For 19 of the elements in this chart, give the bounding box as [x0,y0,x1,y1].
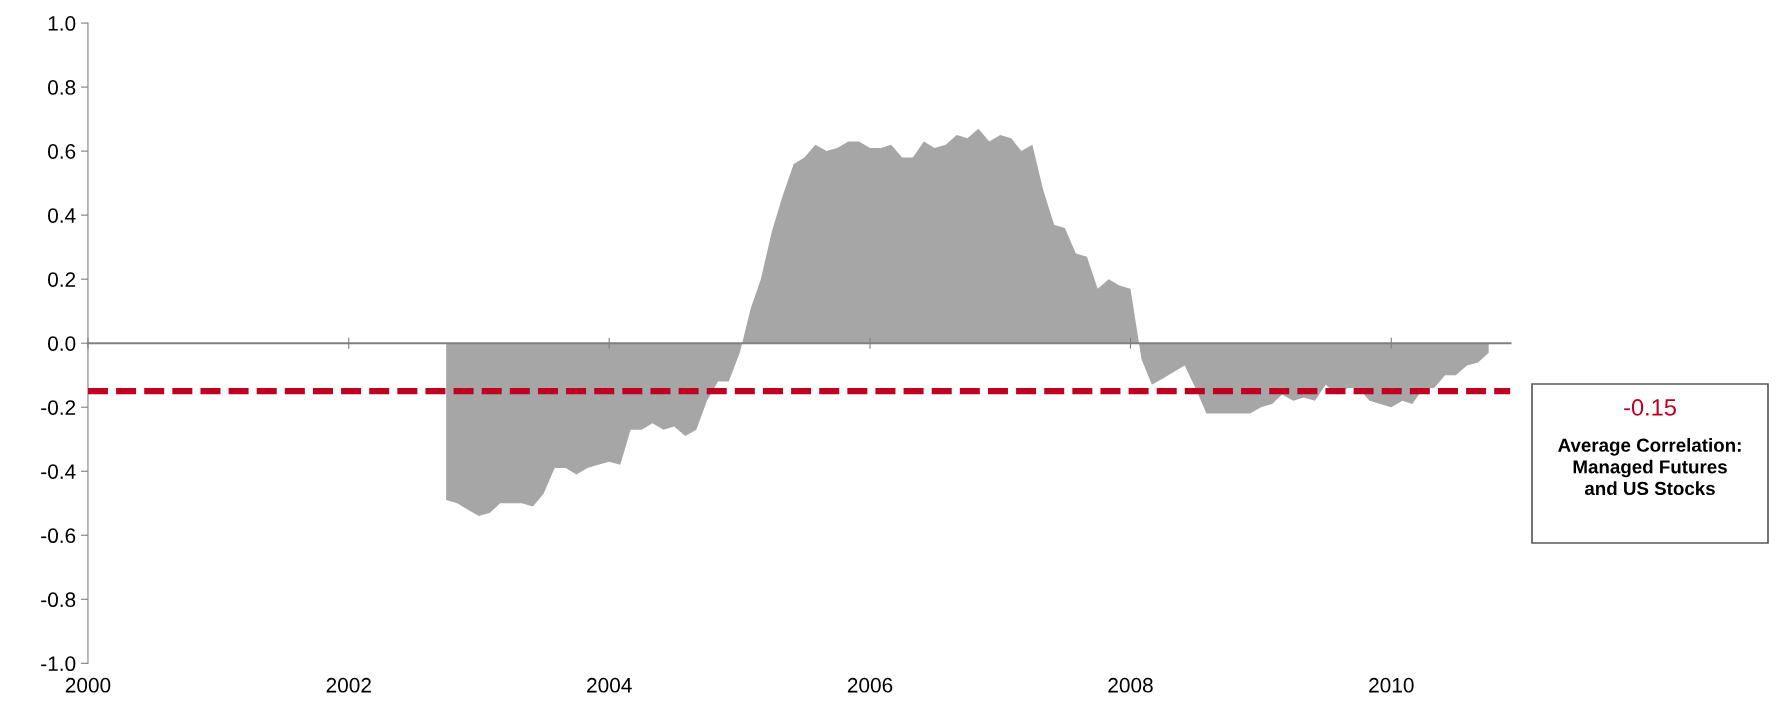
y-tick-label: 0.8 [48,80,76,95]
x-tick-label: 2006 [847,677,893,693]
y-tick-label: -1.0 [41,656,76,672]
x-tick-label: 2008 [1108,677,1153,693]
y-tick-label: -0.4 [41,464,76,479]
y-tick-label: 0.0 [48,336,76,351]
text: Average Correlation: Managed Futures and US Stocks [1558,438,1741,496]
y-tick-label: -0.2 [41,400,76,415]
y-tick-label: 0.6 [48,144,76,159]
x-tick-label: 2010 [1369,677,1414,693]
y-tick-label: -0.8 [41,592,76,608]
y-tick-label: 1.0 [48,16,76,31]
x-tick-label: 2002 [326,677,371,693]
y-tick-label: 0.2 [48,272,76,287]
y-tick-label: -0.6 [41,528,76,544]
ref-line-label: -0.15 [1624,399,1676,416]
y-tick-label: 0.4 [48,208,76,223]
x-tick-label: 2000 [65,677,111,693]
x-tick-label: 2004 [587,677,632,693]
